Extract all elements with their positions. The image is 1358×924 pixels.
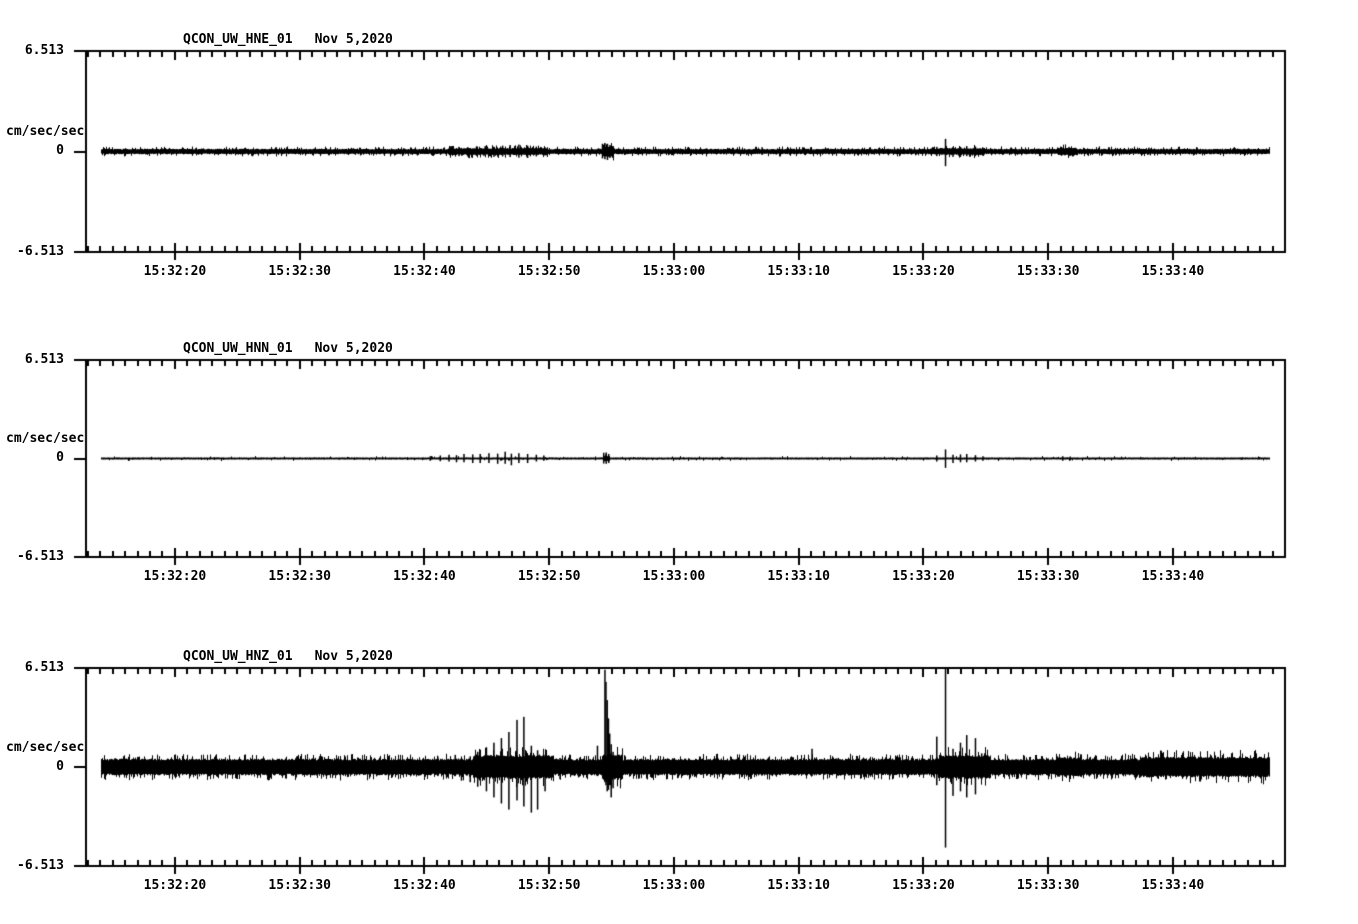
time-tick-label: 15:32:40 bbox=[393, 264, 456, 279]
time-tick-label: 15:33:30 bbox=[1016, 878, 1080, 893]
station-channel-label: QCON_UW_HNN_01 bbox=[183, 341, 293, 356]
time-tick-label: 15:32:40 bbox=[393, 878, 456, 893]
y-axis-units-label: cm/sec/sec bbox=[6, 740, 85, 755]
time-tick-label: 15:32:30 bbox=[268, 569, 331, 584]
panel-1-title: QCON_UW_HNE_01 Nov 5,2020 bbox=[183, 32, 393, 48]
time-tick-label: 15:33:40 bbox=[1141, 569, 1205, 584]
date-label: Nov 5,2020 bbox=[314, 341, 393, 356]
y-axis-max-label: 6.513 bbox=[24, 43, 64, 58]
time-tick-label: 15:33:20 bbox=[892, 264, 955, 279]
station-channel-label: QCON_UW_HNZ_01 bbox=[183, 649, 293, 664]
y-axis-min-label: -6.513 bbox=[17, 549, 64, 564]
panel-2-title: QCON_UW_HNN_01 Nov 5,2020 bbox=[183, 341, 393, 357]
time-tick-label: 15:32:50 bbox=[517, 569, 581, 584]
y-axis-zero-label: 0 bbox=[56, 759, 64, 774]
time-tick-label: 15:33:30 bbox=[1016, 569, 1080, 584]
y-axis-units-label: cm/sec/sec bbox=[6, 124, 85, 139]
y-axis-min-label: -6.513 bbox=[17, 858, 64, 873]
time-tick-label: 15:32:20 bbox=[143, 878, 207, 893]
y-axis-max-label: 6.513 bbox=[24, 660, 64, 675]
time-tick-label: 15:33:00 bbox=[642, 878, 706, 893]
time-tick-label: 15:33:00 bbox=[642, 569, 706, 584]
time-tick-label: 15:33:30 bbox=[1016, 264, 1080, 279]
time-tick-label: 15:33:20 bbox=[892, 569, 955, 584]
time-tick-label: 15:33:20 bbox=[892, 878, 955, 893]
time-tick-label: 15:32:20 bbox=[143, 264, 207, 279]
time-tick-label: 15:33:40 bbox=[1141, 264, 1205, 279]
time-tick-label: 15:32:50 bbox=[517, 878, 581, 893]
time-tick-label: 15:33:10 bbox=[767, 878, 830, 893]
y-axis-zero-label: 0 bbox=[56, 143, 64, 158]
date-label: Nov 5,2020 bbox=[314, 32, 393, 47]
panel-3-title: QCON_UW_HNZ_01 Nov 5,2020 bbox=[183, 649, 393, 665]
time-tick-label: 15:32:20 bbox=[143, 569, 207, 584]
time-tick-label: 15:32:50 bbox=[517, 264, 581, 279]
time-tick-label: 15:33:40 bbox=[1141, 878, 1205, 893]
y-axis-zero-label: 0 bbox=[56, 450, 64, 465]
time-tick-label: 15:33:00 bbox=[642, 264, 706, 279]
y-axis-max-label: 6.513 bbox=[24, 352, 64, 367]
station-channel-label: QCON_UW_HNE_01 bbox=[183, 32, 293, 47]
date-label: Nov 5,2020 bbox=[314, 649, 393, 664]
time-tick-label: 15:32:30 bbox=[268, 264, 331, 279]
time-tick-label: 15:32:30 bbox=[268, 878, 331, 893]
y-axis-min-label: -6.513 bbox=[17, 244, 64, 259]
y-axis-units-label: cm/sec/sec bbox=[6, 431, 85, 446]
time-tick-label: 15:33:10 bbox=[767, 264, 830, 279]
time-tick-label: 15:32:40 bbox=[393, 569, 456, 584]
time-tick-label: 15:33:10 bbox=[767, 569, 830, 584]
